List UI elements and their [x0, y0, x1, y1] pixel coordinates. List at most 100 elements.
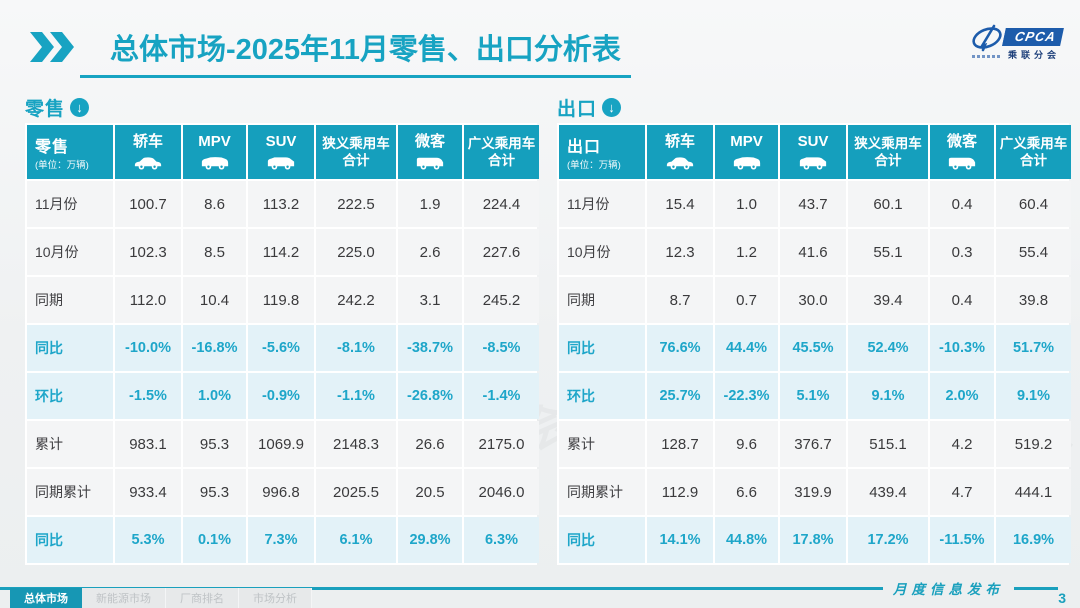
table-cell: 102.3 — [115, 229, 181, 275]
table-cell: 12.3 — [647, 229, 713, 275]
footer-tab-厂商排名[interactable]: 厂商排名 — [166, 588, 239, 608]
table-cell: 112.9 — [647, 469, 713, 515]
table-cell: 245.2 — [464, 277, 539, 323]
table-cell: 0.7 — [715, 277, 778, 323]
table-cell: 76.6% — [647, 325, 713, 371]
table-cell: -16.8% — [183, 325, 246, 371]
table-cell: -8.1% — [316, 325, 396, 371]
table-corner-unit: (单位：万辆) — [35, 160, 89, 171]
column-header-label: 微客 — [946, 133, 977, 151]
row-label: 累计 — [27, 421, 113, 467]
table-cell: -38.7% — [398, 325, 462, 371]
cpca-wordmark: CPCA — [1002, 28, 1064, 46]
row-label: 同比 — [559, 325, 645, 371]
footer-tab-新能源市场[interactable]: 新能源市场 — [82, 588, 166, 608]
table-cell: 2.6 — [398, 229, 462, 275]
table-cell: 319.9 — [780, 469, 846, 515]
header: 总体市场-2025年11月零售、出口分析表 CPCA 乘联分会 — [30, 24, 1066, 78]
table-cell: -11.5% — [930, 517, 994, 563]
table-cell: 9.1% — [996, 373, 1071, 419]
table-cell: 100.7 — [115, 181, 181, 227]
table-cell: 515.1 — [848, 421, 928, 467]
data-table: 零售 (单位：万辆) 轿车 MPV SUV 狭义乘用车 合计 微客 广义乘用车 合计 11月份 100… — [25, 123, 539, 565]
column-header: MPV — [183, 125, 246, 179]
table-cell: 0.3 — [930, 229, 994, 275]
cpca-subtext-bar — [972, 55, 1000, 58]
table-cell: 30.0 — [780, 277, 846, 323]
table-cell: 128.7 — [647, 421, 713, 467]
table-cell: 225.0 — [316, 229, 396, 275]
table-cell: 444.1 — [996, 469, 1071, 515]
mpv-icon — [201, 156, 228, 170]
row-label: 环比 — [27, 373, 113, 419]
table-cell: 44.4% — [715, 325, 778, 371]
table-cell: -8.5% — [464, 325, 539, 371]
column-header-label: 狭义乘用车 — [854, 135, 922, 151]
table-corner-header: 零售 (单位：万辆) — [27, 125, 113, 179]
table-cell: 16.9% — [996, 517, 1071, 563]
table-cell: -1.4% — [464, 373, 539, 419]
column-header: 广义乘用车 合计 — [464, 125, 539, 179]
table-cell: 95.3 — [183, 469, 246, 515]
cpca-chinese-name: 乘联分会 — [1008, 50, 1061, 60]
table-cell: 113.2 — [248, 181, 314, 227]
table-cell: 8.7 — [647, 277, 713, 323]
column-header: 狭义乘用车 合计 — [316, 125, 396, 179]
row-label: 11月份 — [559, 181, 645, 227]
footer-tabs: 总体市场 新能源市场 厂商排名 市场分析 — [10, 588, 312, 608]
table-cell: 439.4 — [848, 469, 928, 515]
table-cell: 39.8 — [996, 277, 1071, 323]
table-cell: 39.4 — [848, 277, 928, 323]
table-cell: 26.6 — [398, 421, 462, 467]
table-cell: 0.4 — [930, 277, 994, 323]
table-cell: 43.7 — [780, 181, 846, 227]
table-cell: 0.4 — [930, 181, 994, 227]
table-cell: 1.0% — [183, 373, 246, 419]
microvan-icon — [416, 157, 444, 170]
footer-tab-市场分析[interactable]: 市场分析 — [239, 588, 312, 608]
table-cell: 114.2 — [248, 229, 314, 275]
table-cell: -0.9% — [248, 373, 314, 419]
suv-icon — [799, 156, 827, 170]
column-header-label: 狭义乘用车 — [322, 135, 390, 151]
table-cell: 8.6 — [183, 181, 246, 227]
table-cell: -1.1% — [316, 373, 396, 419]
column-header: 微客 — [930, 125, 994, 179]
table-cell: 60.4 — [996, 181, 1071, 227]
table-cell: 25.7% — [647, 373, 713, 419]
table-cell: 242.2 — [316, 277, 396, 323]
sedan-icon — [666, 156, 694, 170]
table-cell: 1.9 — [398, 181, 462, 227]
table-cell: -5.6% — [248, 325, 314, 371]
table-cell: 996.8 — [248, 469, 314, 515]
table-cell: 55.1 — [848, 229, 928, 275]
column-header-label: 轿车 — [664, 133, 695, 151]
row-label: 同期 — [559, 277, 645, 323]
table-cell: 1069.9 — [248, 421, 314, 467]
footer-rule: 月度信息发布 — [0, 580, 1080, 597]
section-heading: 零售 ↓ — [25, 94, 537, 120]
table-cell: 3.1 — [398, 277, 462, 323]
table-cell: 933.4 — [115, 469, 181, 515]
table-cell: 17.2% — [848, 517, 928, 563]
row-label: 同比 — [27, 325, 113, 371]
table-cell: 10.4 — [183, 277, 246, 323]
column-header-label: 微客 — [414, 133, 445, 151]
column-header-label: 合计 — [342, 152, 370, 168]
table-cell: -10.0% — [115, 325, 181, 371]
table-cell: 9.6 — [715, 421, 778, 467]
row-label: 累计 — [559, 421, 645, 467]
table-cell: -1.5% — [115, 373, 181, 419]
table-cell: 5.1% — [780, 373, 846, 419]
table-cell: 41.6 — [780, 229, 846, 275]
footer-tab-总体市场[interactable]: 总体市场 — [10, 588, 82, 608]
table-cell: 17.8% — [780, 517, 846, 563]
table-corner-unit: (单位：万辆) — [567, 160, 621, 171]
column-header: MPV — [715, 125, 778, 179]
double-chevron-icon — [30, 32, 74, 62]
table-cell: 2148.3 — [316, 421, 396, 467]
table-cell: 1.0 — [715, 181, 778, 227]
table-cell: 4.2 — [930, 421, 994, 467]
table-corner-title: 出口 — [567, 139, 602, 156]
